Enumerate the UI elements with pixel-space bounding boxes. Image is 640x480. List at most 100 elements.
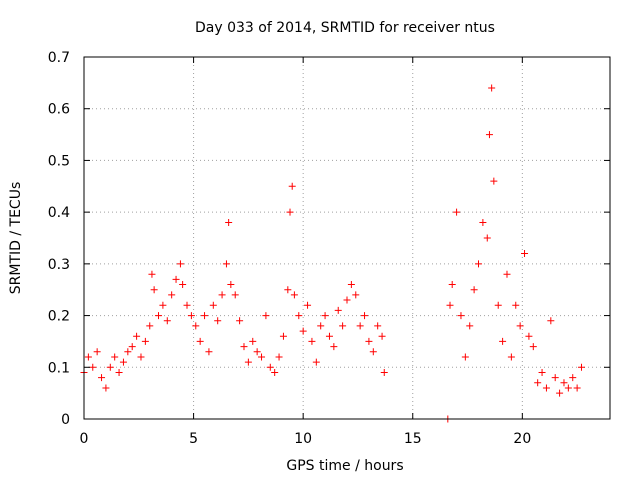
data-point [244,358,252,366]
data-point [470,286,478,294]
data-point [150,286,158,294]
data-point [275,353,283,361]
data-point [494,301,502,309]
data-point [356,322,364,330]
data-point [380,368,388,376]
data-point [516,322,524,330]
data-point [214,317,222,325]
data-point [236,317,244,325]
data-point [512,301,520,309]
data-point [141,337,149,345]
data-point [159,301,167,309]
plot-frame [83,56,611,420]
data-point [573,384,581,392]
data-point [201,312,209,320]
data-point [266,363,274,371]
data-point [187,312,195,320]
data-point [490,177,498,185]
data-point [352,291,360,299]
data-point [183,301,191,309]
data-point [106,363,114,371]
chart-title: Day 033 of 2014, SRMTID for receiver ntu… [195,20,495,36]
data-point [209,301,217,309]
data-point [569,374,577,382]
data-point [290,291,298,299]
data-point [453,208,461,216]
x-tick-labels: 0 5 10 15 20 [80,431,532,447]
data-point [137,353,145,361]
data-point [529,343,537,351]
data-point [119,358,127,366]
data-point [98,374,106,382]
data-point [479,218,487,226]
data-point [102,384,110,392]
data-point [148,270,156,278]
data-point [534,379,542,387]
data-point [321,312,329,320]
x-axis-label: GPS time / hours [286,458,403,474]
y-tick-label: 0.1 [48,360,70,376]
data-point [312,358,320,366]
x-tick-label: 0 [80,431,89,447]
data-point [163,317,171,325]
data-point [146,322,154,330]
axis-ticks [83,56,610,420]
data-point [330,343,338,351]
y-tick-label: 0.5 [48,153,70,169]
data-point [124,348,132,356]
data-point [262,312,270,320]
data-point [279,332,287,340]
data-point [249,337,257,345]
data-point [578,363,586,371]
data-point [448,281,456,289]
data-point [176,260,184,268]
data-point [521,250,529,258]
data-point [325,332,333,340]
data-point [374,322,382,330]
data-point [560,379,568,387]
data-point [339,322,347,330]
data-point [538,368,546,376]
data-point [542,384,550,392]
data-point [308,337,316,345]
data-point [378,332,386,340]
data-point [556,389,564,397]
data-point [128,343,136,351]
data-point [168,291,176,299]
y-tick-label: 0.3 [48,257,70,273]
data-point [475,260,482,268]
data-point [284,286,292,294]
data-point [155,312,163,320]
data-point [93,348,101,356]
data-point [84,353,92,361]
data-point [196,337,204,345]
x-tick-label: 10 [294,431,312,447]
data-point [317,322,325,330]
data-point [499,337,507,345]
y-tick-labels: 0 0.1 0.2 0.3 0.4 0.5 0.6 0.7 [48,50,70,428]
data-point [218,291,226,299]
data-point [286,208,294,216]
data-point [295,312,303,320]
data-point [446,301,454,309]
data-points [80,84,586,423]
data-point [488,84,496,92]
y-axis-label: SRMTID / TECUs [8,182,24,295]
data-point [334,306,342,314]
data-point [89,363,97,371]
data-point [205,348,213,356]
data-point [304,301,312,309]
data-point [115,368,123,376]
grid [84,57,610,419]
data-point [551,374,559,382]
data-point [231,291,239,299]
data-point [503,270,511,278]
data-point [225,218,233,226]
data-point [369,348,377,356]
x-tick-label: 5 [189,431,198,447]
data-point [343,296,351,304]
y-tick-label: 0.2 [48,309,70,325]
data-point [271,368,279,376]
data-point [525,332,533,340]
